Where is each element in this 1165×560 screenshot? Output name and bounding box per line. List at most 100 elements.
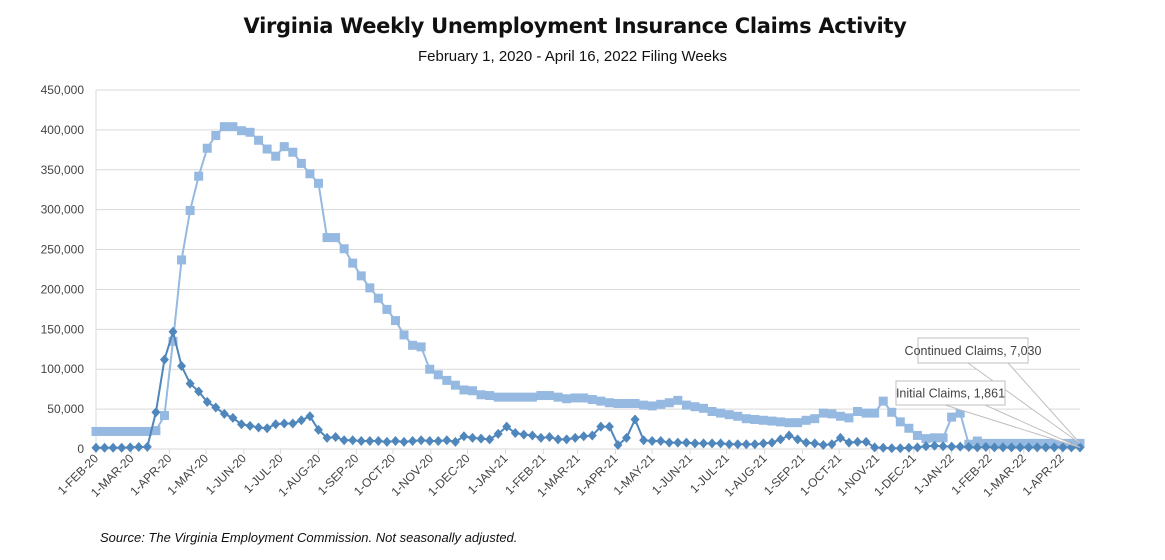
initial-claims-point	[844, 437, 854, 448]
initial-claims-point	[690, 438, 700, 449]
initial-claims-point	[117, 442, 127, 453]
initial-claims-point	[536, 432, 546, 443]
continued-claims-point	[408, 340, 418, 350]
continued-claims-point	[185, 205, 195, 215]
continued-claims-point	[313, 178, 323, 188]
continued-claims-point	[681, 400, 691, 410]
initial-claims-point	[562, 434, 572, 445]
continued-claims-point	[339, 244, 349, 254]
initial-claims-point	[699, 438, 709, 449]
initial-claims-point	[142, 441, 152, 452]
continued-claims-point	[724, 410, 734, 420]
initial-claims-point	[450, 436, 460, 447]
continued-claims-point	[947, 412, 957, 422]
continued-claims-point	[382, 304, 392, 314]
initial-claims-point	[1058, 442, 1068, 453]
continued-claims-point	[365, 283, 375, 293]
initial-claims-point	[279, 418, 289, 429]
continued-claims-point	[91, 426, 101, 436]
continued-claims-point	[664, 398, 674, 408]
continued-claims-point	[844, 413, 854, 423]
initial-claims-point	[921, 441, 931, 452]
continued-claims-point	[699, 403, 709, 413]
initial-claims-point	[134, 442, 144, 453]
continued-claims-point	[921, 434, 931, 444]
continued-claims-point	[887, 407, 897, 417]
initial-claims-point	[613, 440, 623, 451]
initial-claims-point	[1041, 442, 1051, 453]
initial-claims-point	[194, 386, 204, 397]
initial-claims-point	[356, 436, 366, 447]
continued-claims-point	[450, 380, 460, 390]
initial-claims-point	[262, 423, 272, 434]
initial-claims-point	[972, 442, 982, 453]
initial-claims-point	[408, 436, 418, 447]
initial-claims-point	[493, 428, 503, 439]
initial-claims-point	[861, 436, 871, 447]
initial-claims-point	[938, 441, 948, 452]
initial-claims-point	[228, 412, 238, 423]
continued-claims-point	[758, 415, 768, 425]
continued-claims-point	[305, 169, 315, 179]
continued-claims-point	[750, 414, 760, 424]
initial-claims-point	[373, 436, 383, 447]
source-note: Source: The Virginia Employment Commissi…	[100, 530, 518, 545]
initial-claims-point	[211, 402, 221, 413]
initial-claims-point	[895, 443, 905, 454]
initial-claims-point	[596, 421, 606, 432]
continued-claims-point	[716, 408, 726, 418]
initial-claims-point	[467, 432, 477, 443]
initial-claims-point	[151, 407, 161, 418]
continued-claims-point	[493, 392, 503, 402]
continued-claims-point	[536, 391, 546, 401]
annotation-box	[895, 380, 1006, 406]
continued-claims-point	[861, 408, 871, 418]
initial-claims-point	[878, 442, 888, 453]
continued-claims-point	[108, 426, 118, 436]
initial-claims-point	[485, 434, 495, 445]
continued-claims-point	[510, 392, 520, 402]
initial-claims-point	[1032, 442, 1042, 453]
initial-claims-point	[553, 434, 563, 445]
continued-claims-point	[279, 142, 289, 152]
initial-claims-point	[681, 437, 691, 448]
annotation-label: Continued Claims, 7,030	[905, 344, 1042, 358]
continued-claims-point	[322, 233, 332, 243]
initial-claims-point	[947, 441, 957, 452]
initial-claims-point	[305, 411, 315, 422]
continued-claims-point	[570, 393, 580, 403]
initial-claims-point	[390, 436, 400, 447]
y-tick-label: 400,000	[41, 123, 85, 137]
initial-claims-point	[339, 435, 349, 446]
initial-claims-point	[622, 432, 632, 443]
initial-claims-point	[331, 432, 341, 443]
annotation-box	[917, 337, 1029, 364]
continued-claims-point	[142, 426, 152, 436]
continued-claims-point	[236, 126, 246, 136]
continued-claims-point	[656, 399, 666, 409]
x-tick-label: 1-JUN-20	[203, 451, 249, 497]
continued-claims-point	[100, 426, 110, 436]
continued-claims-point	[613, 399, 623, 409]
continued-claims-point	[895, 417, 905, 427]
initial-claims-point	[630, 414, 640, 425]
continued-claims-point	[733, 411, 743, 421]
x-tick-label: 1-APR-22	[1020, 451, 1067, 498]
continued-claims-point	[177, 255, 187, 265]
initial-claims-point	[100, 442, 110, 453]
x-tick-label: 1-MAY-21	[611, 451, 658, 498]
initial-claims-point	[519, 429, 529, 440]
continued-claims-point	[553, 392, 563, 402]
y-tick-label: 200,000	[41, 282, 85, 296]
initial-claims-point	[510, 428, 520, 439]
initial-claims-point	[271, 419, 281, 430]
continued-claims-point	[639, 400, 649, 410]
initial-claims-point	[570, 432, 580, 443]
initial-claims-point	[887, 443, 897, 454]
initial-claims-point	[1024, 442, 1034, 453]
initial-claims-point	[998, 442, 1008, 453]
initial-claims-point	[1049, 442, 1059, 453]
initial-claims-point	[784, 430, 794, 441]
initial-claims-point	[416, 435, 426, 446]
initial-claims-point	[442, 435, 452, 446]
